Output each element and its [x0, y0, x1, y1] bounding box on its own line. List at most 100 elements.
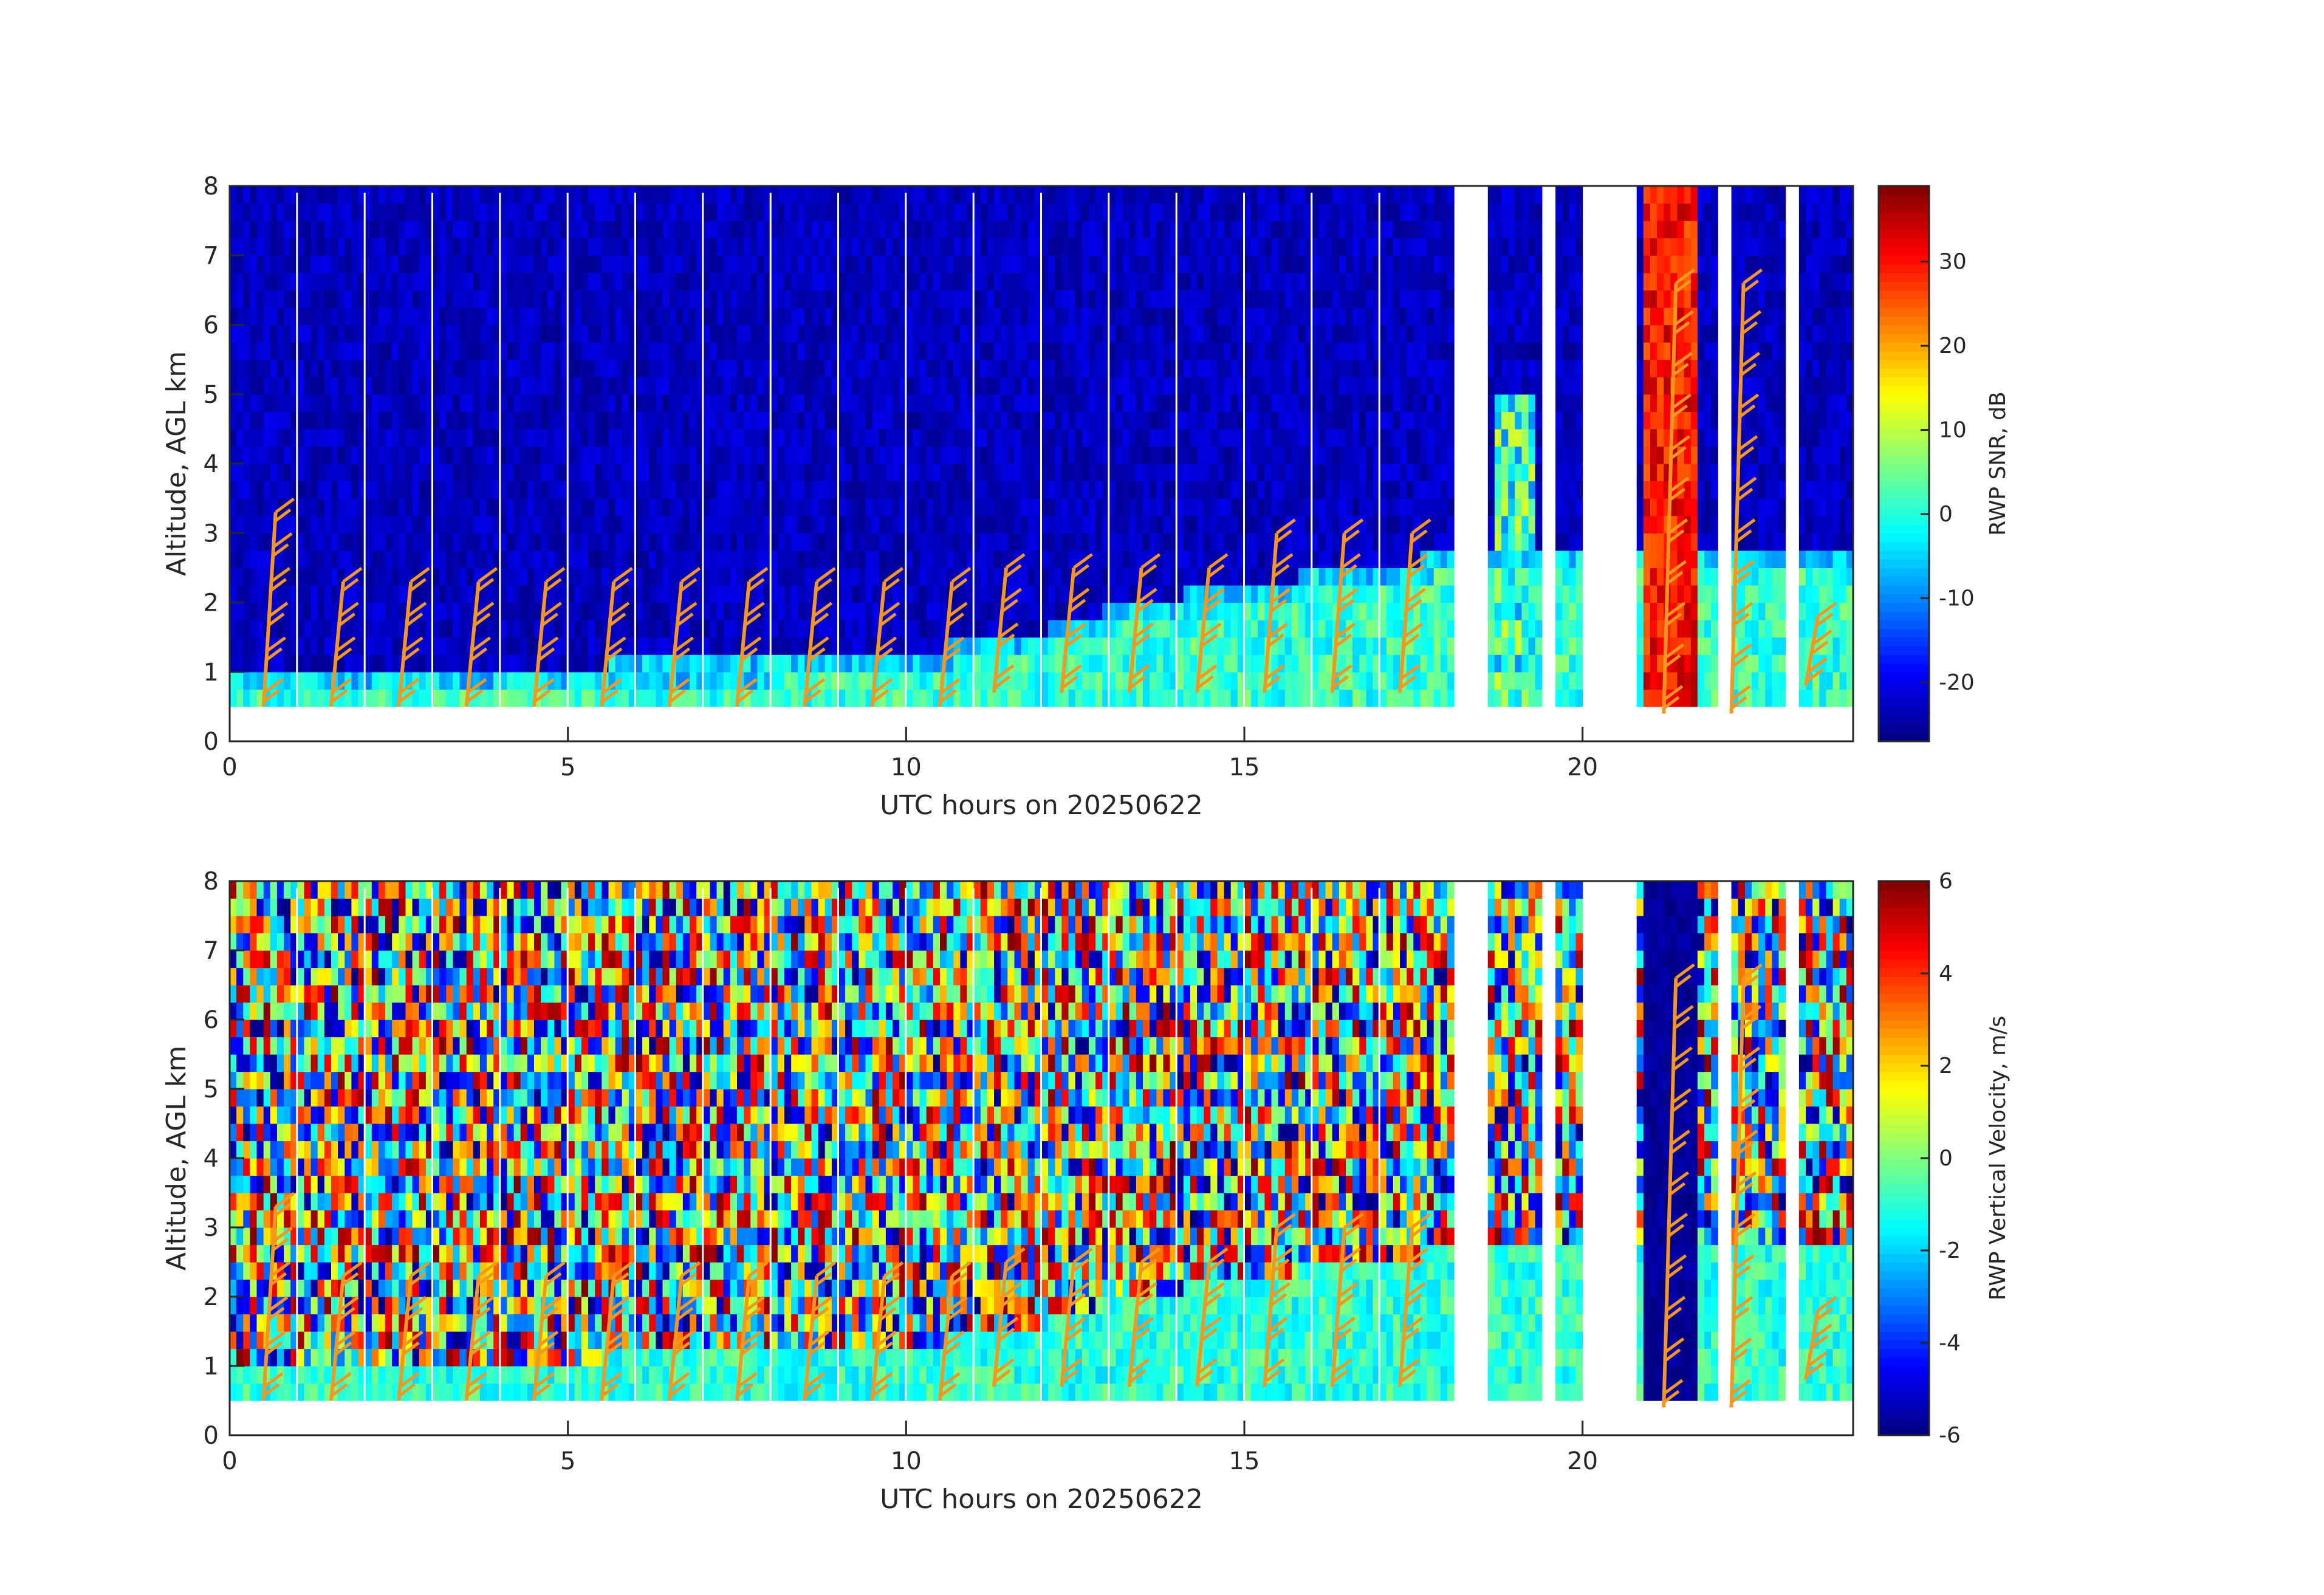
heatmap-cell	[831, 203, 839, 221]
heatmap-cell	[1109, 481, 1116, 499]
heatmap-cell	[1237, 498, 1245, 516]
heatmap-cell	[1312, 221, 1319, 239]
heatmap-cell	[723, 689, 731, 707]
heatmap-cell	[764, 272, 772, 290]
heatmap-cell	[703, 515, 710, 533]
heatmap-cell	[500, 290, 507, 308]
heatmap-cell	[804, 255, 812, 273]
heatmap-cell	[534, 186, 541, 204]
heatmap-cell	[554, 585, 562, 603]
heatmap-cell	[602, 637, 609, 655]
heatmap-cell	[250, 428, 258, 447]
heatmap-cell	[710, 585, 718, 603]
heatmap-cell	[764, 203, 772, 221]
heatmap-cell	[940, 272, 947, 290]
heatmap-cell	[1027, 689, 1035, 707]
heatmap-cell	[433, 324, 440, 343]
heatmap-cell	[1136, 272, 1143, 290]
heatmap-cell	[723, 255, 731, 273]
heatmap-cell	[297, 307, 304, 326]
heatmap-cell	[487, 568, 494, 586]
heatmap-cell	[642, 602, 650, 620]
heatmap-cell	[730, 394, 738, 412]
heatmap-cell	[622, 515, 629, 533]
heatmap-cell	[344, 585, 352, 603]
heatmap-cell	[230, 464, 237, 482]
heatmap-cell	[602, 221, 609, 239]
heatmap-cell	[412, 689, 420, 707]
heatmap-cell	[527, 568, 535, 586]
heatmap-cell	[953, 411, 961, 430]
heatmap-cell	[230, 671, 237, 690]
heatmap-cell	[1298, 394, 1306, 412]
heatmap-cell	[926, 515, 934, 533]
heatmap-cell	[838, 464, 846, 482]
heatmap-cell	[541, 272, 548, 290]
heatmap-cell	[1007, 238, 1015, 256]
heatmap-cell	[710, 394, 718, 412]
heatmap-cell	[1041, 411, 1049, 430]
heatmap-cell	[1034, 324, 1042, 343]
heatmap-cell	[541, 533, 548, 551]
heatmap-cell	[317, 377, 325, 395]
heatmap-cell	[1284, 481, 1292, 499]
heatmap-cell	[487, 238, 494, 256]
heatmap-cell	[371, 671, 379, 690]
heatmap-cell	[466, 602, 474, 620]
heatmap-cell	[425, 272, 433, 290]
heatmap-cell	[1332, 324, 1340, 343]
heatmap-cell	[365, 324, 372, 343]
heatmap-cell	[236, 689, 244, 707]
heatmap-cell	[263, 446, 271, 464]
heatmap-cell	[716, 394, 724, 412]
heatmap-cell	[1102, 533, 1109, 551]
heatmap-cell	[243, 411, 250, 430]
heatmap-cell	[824, 307, 832, 326]
heatmap-cell	[1102, 498, 1109, 516]
heatmap-cell	[703, 446, 710, 464]
heatmap-cell	[662, 394, 670, 412]
heatmap-cell	[1041, 394, 1049, 412]
heatmap-cell	[1190, 307, 1198, 326]
heatmap-cell	[1318, 186, 1326, 204]
heatmap-cell	[818, 272, 826, 290]
heatmap-cell	[602, 203, 609, 221]
heatmap-cell	[520, 342, 528, 360]
heatmap-cell	[1204, 428, 1211, 447]
heatmap-cell	[818, 238, 826, 256]
heatmap-cell	[1150, 464, 1157, 482]
heatmap-cell	[1346, 671, 1353, 690]
heatmap-cell	[798, 498, 805, 516]
heatmap-cell	[284, 568, 291, 586]
heatmap-cell	[263, 533, 271, 551]
heatmap-cell	[270, 324, 278, 343]
heatmap-cell	[967, 515, 975, 533]
heatmap-cell	[405, 290, 413, 308]
heatmap-cell	[764, 186, 772, 204]
heatmap-cell	[831, 186, 839, 204]
heatmap-cell	[953, 186, 961, 204]
heatmap-cell	[1312, 620, 1319, 638]
heatmap-cell	[845, 307, 852, 326]
heatmap-cell	[764, 221, 772, 239]
heatmap-cell	[351, 359, 359, 377]
heatmap-cell	[433, 342, 440, 360]
heatmap-cell	[1081, 428, 1089, 447]
heatmap-cell	[744, 498, 751, 516]
heatmap-cell	[1055, 568, 1062, 586]
heatmap-cell	[487, 186, 494, 204]
heatmap-cell	[1183, 533, 1191, 551]
heatmap-cell	[1014, 238, 1022, 256]
heatmap-cell	[636, 689, 643, 707]
heatmap-cell	[656, 498, 663, 516]
heatmap-cell	[1150, 515, 1157, 533]
heatmap-cell	[399, 602, 406, 620]
heatmap-cell	[662, 238, 670, 256]
heatmap-cell	[338, 377, 345, 395]
heatmap-cell	[284, 654, 291, 673]
heatmap-cell	[764, 359, 772, 377]
heatmap-cell	[906, 238, 913, 256]
heatmap-cell	[1298, 272, 1306, 290]
heatmap-cell	[588, 620, 595, 638]
heatmap-cell	[1122, 255, 1130, 273]
